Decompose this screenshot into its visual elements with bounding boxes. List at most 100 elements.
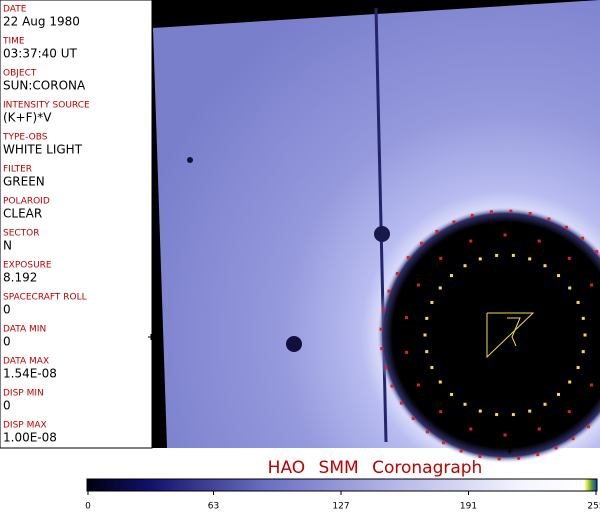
overlay-dot: [416, 383, 420, 387]
overlay-dot: [425, 430, 429, 434]
field-label: INTENSITY SOURCE: [3, 101, 90, 111]
occulter: [377, 207, 600, 463]
overlay-dots: [379, 209, 599, 461]
overlay-dot: [405, 350, 409, 354]
field-value: 1.54E-08: [3, 367, 57, 381]
field-label: SECTOR: [3, 229, 40, 239]
overlay-dot: [590, 383, 594, 387]
overlay-dot: [438, 286, 442, 290]
overlay-dot: [571, 437, 575, 441]
artifact: [286, 336, 302, 352]
field-label: DATA MIN: [3, 325, 46, 335]
overlay-dot: [495, 253, 499, 257]
overlay-dot: [439, 256, 443, 260]
overlay-dot: [581, 316, 585, 320]
overlay-dot: [568, 380, 572, 384]
overlay-dot: [470, 213, 474, 217]
info-panel: [0, 0, 153, 449]
overlay-dot: [497, 457, 501, 461]
colorbar-ticks: 0 63 127 191 255: [85, 491, 600, 512]
field-label: FILTER: [3, 165, 32, 175]
colorbar: [86, 478, 598, 492]
overlay-dot: [528, 409, 532, 413]
overlay-dot: [576, 366, 580, 370]
overlay-dot: [405, 316, 409, 320]
field-value: 0: [3, 303, 11, 317]
field-value: N: [3, 239, 12, 253]
overlay-dot: [564, 225, 568, 229]
field-value: 03:37:40 UT: [3, 47, 77, 61]
overlay-dot: [383, 366, 387, 370]
field-value: CLEAR: [3, 207, 42, 221]
overlay-dot: [528, 212, 532, 216]
overlay-dot: [537, 239, 541, 243]
overlay-dot: [581, 350, 585, 354]
overlay-dot: [543, 264, 547, 268]
overlay-dot: [568, 286, 572, 290]
overlay-dot: [439, 410, 443, 414]
overlay-dot: [517, 456, 521, 460]
overlay-dot: [423, 333, 427, 337]
overlay-dot: [489, 210, 493, 214]
overlay-dot: [590, 283, 594, 287]
colorbar-tick-label: 63: [208, 502, 219, 512]
overlay-dot: [442, 441, 446, 445]
overlay-dot: [567, 410, 571, 414]
overlay-dot: [416, 283, 420, 287]
overlay-dot: [430, 300, 434, 304]
overlay-dot: [387, 289, 391, 293]
overlay-dot: [430, 366, 434, 370]
overlay-dot: [425, 316, 429, 320]
field-label: DISP MIN: [3, 389, 44, 399]
overlay-dot: [557, 274, 561, 278]
field-label: TIME: [2, 37, 25, 47]
overlay-dot: [382, 308, 386, 312]
artifact: [374, 226, 390, 242]
field-label: DATE: [3, 5, 27, 15]
overlay-dot: [399, 401, 403, 405]
overlay-dot: [511, 413, 515, 417]
field-value: 8.192: [3, 271, 37, 285]
overlay-dot: [379, 327, 383, 331]
overlay-dot: [557, 392, 561, 396]
field-value: 0: [3, 335, 11, 349]
overlay-dot: [495, 413, 499, 417]
overlay-dot: [478, 257, 482, 261]
colorbar-tick-label: 0: [85, 502, 91, 512]
overlay-dot: [435, 229, 439, 233]
field-label: SPACECRAFT ROLL: [3, 293, 87, 303]
overlay-dot: [411, 416, 415, 420]
overlay-dot: [406, 255, 410, 259]
overlay-dot: [528, 257, 532, 261]
overlay-dot: [438, 380, 442, 384]
field-value: WHITE LIGHT: [3, 143, 83, 157]
colorbar-tick-label: 255: [587, 502, 600, 512]
overlay-shape: [486, 312, 535, 359]
overlay-dot: [554, 446, 558, 450]
overlay-dot: [425, 350, 429, 354]
overlay-dot: [452, 220, 456, 224]
colorbar-tick-label: 127: [332, 502, 349, 512]
field-value: 1.00E-08: [3, 431, 57, 445]
overlay-dot: [380, 347, 384, 351]
overlay-dot: [390, 384, 394, 388]
overlay-dot: [595, 250, 599, 254]
field-label: TYPE-OBS: [2, 133, 48, 143]
image-title: HAO SMM Coronagraph: [268, 458, 483, 478]
field-label: DISP MAX: [3, 421, 47, 431]
overlay-dot: [576, 300, 580, 304]
field-label: EXPOSURE: [3, 261, 52, 271]
overlay-dot: [536, 453, 540, 457]
overlay-dot: [547, 217, 551, 221]
field-value: GREEN: [3, 175, 45, 189]
overlay-dot: [543, 402, 547, 406]
overlay-dot: [420, 241, 424, 245]
overlay-dot: [469, 427, 473, 431]
colorbar-tick-label: 191: [460, 502, 477, 512]
overlay-dot: [449, 392, 453, 396]
overlay-dot: [478, 409, 482, 413]
overlay-dot: [395, 272, 399, 276]
overlay-dot: [503, 433, 507, 437]
